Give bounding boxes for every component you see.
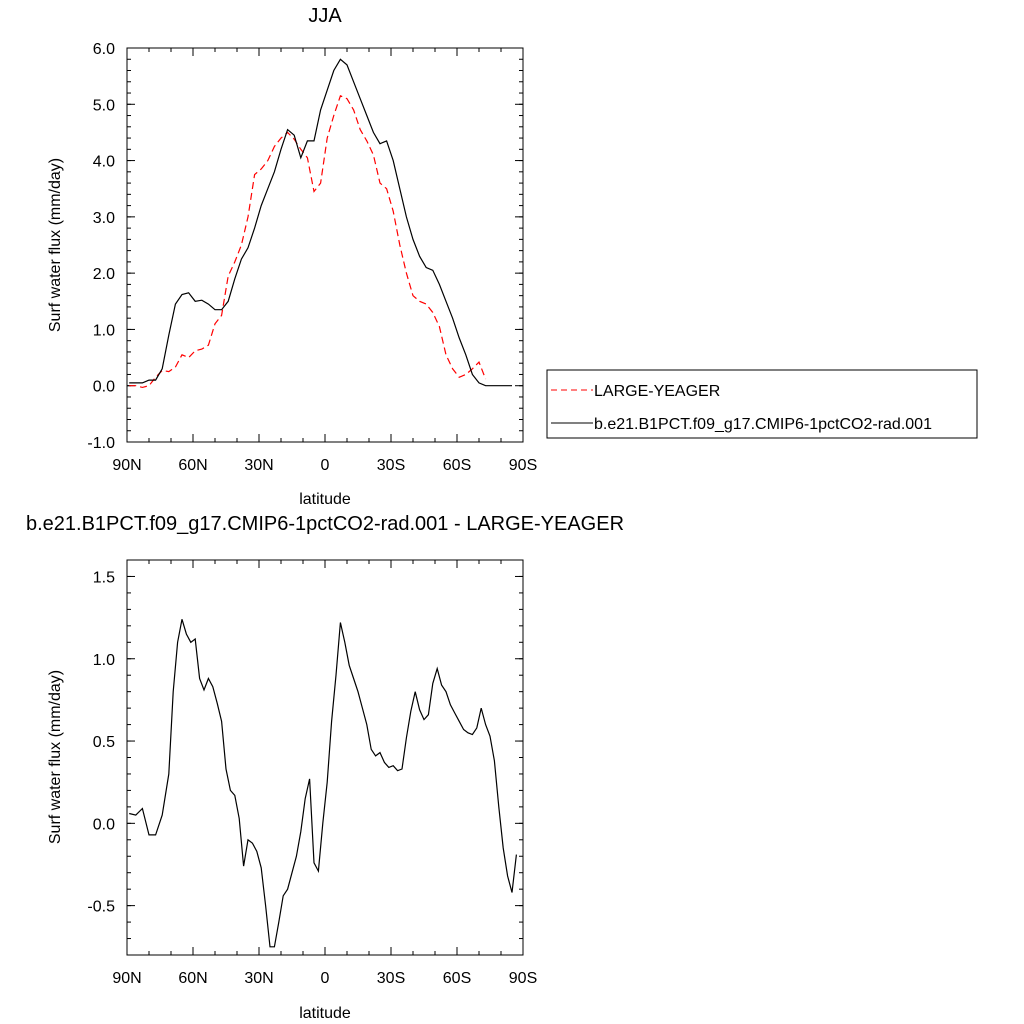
chart-top-ticks: 90N 60N 30N 0 30S 60S 90S -1.0 0.0 1.0 2.0 3.0 4.0 5.… — [87, 41, 537, 474]
chart-top-legend: LARGE-YEAGER b.e21.B1PCT.f09_g17.CMIP6-1… — [546, 369, 978, 439]
chart-top: JJA 90N 60N 30N 0 30S 60S 90S -1.0 0.0 1.0 2.0 3.0 4… — [47, 5, 978, 508]
chart-bottom-plot-frame — [126, 559, 524, 956]
x-tick-label: 30N — [244, 970, 273, 987]
x-tick-label: 90S — [509, 457, 537, 474]
y-tick-label: 0.0 — [93, 379, 115, 396]
y-tick-label: 4.0 — [93, 154, 115, 171]
y-tick-label: -0.5 — [87, 899, 115, 916]
series-line-b-e21 — [129, 58, 512, 387]
chart-top-plot-frame — [126, 47, 524, 443]
y-tick-label: 1.5 — [93, 569, 115, 586]
x-tick-label: 60S — [443, 970, 471, 987]
chart-top-series — [129, 58, 512, 389]
chart-top-xlabel: latitude — [299, 491, 351, 508]
legend-label-b-e21: b.e21.B1PCT.f09_g17.CMIP6-1pctCO2-rad.00… — [594, 416, 932, 433]
y-tick-label: 1.0 — [93, 322, 115, 339]
x-tick-label: 0 — [321, 457, 330, 474]
y-tick-label: 6.0 — [93, 41, 115, 58]
chart-top-title: JJA — [308, 5, 342, 27]
x-tick-label: 90N — [112, 457, 141, 474]
chart-bottom-ticks: 90N 60N 30N 0 30S 60S 90S -0.5 0.0 0.5 1.0 1.5 — [87, 559, 537, 987]
y-tick-label: 2.0 — [93, 266, 115, 283]
legend-box — [546, 369, 978, 439]
x-tick-label: 90N — [112, 970, 141, 987]
chart-bottom-xlabel: latitude — [299, 1005, 351, 1022]
series-line-large-yeager — [129, 94, 487, 389]
x-tick-label: 30N — [244, 457, 273, 474]
series-line-difference — [129, 619, 517, 948]
y-tick-label: -1.0 — [87, 435, 115, 452]
x-tick-label: 60N — [178, 457, 207, 474]
chart-bottom-ylabel: Surf water flux (mm/day) — [47, 670, 64, 844]
chart-top-ylabel: Surf water flux (mm/day) — [47, 158, 64, 332]
x-tick-label: 30S — [377, 457, 405, 474]
y-tick-label: 3.0 — [93, 210, 115, 227]
chart-bottom-series — [129, 619, 517, 948]
y-tick-label: 1.0 — [93, 652, 115, 669]
y-tick-label: 5.0 — [93, 97, 115, 114]
x-tick-label: 90S — [509, 970, 537, 987]
legend-label-large-yeager: LARGE-YEAGER — [594, 383, 720, 400]
y-tick-label: 0.5 — [93, 734, 115, 751]
x-tick-label: 0 — [321, 970, 330, 987]
chart-bottom-title: b.e21.B1PCT.f09_g17.CMIP6-1pctCO2-rad.00… — [26, 513, 624, 535]
y-tick-label: 0.0 — [93, 816, 115, 833]
x-tick-label: 60S — [443, 457, 471, 474]
x-tick-label: 60N — [178, 970, 207, 987]
x-tick-label: 30S — [377, 970, 405, 987]
chart-bottom: b.e21.B1PCT.f09_g17.CMIP6-1pctCO2-rad.00… — [26, 513, 624, 1022]
